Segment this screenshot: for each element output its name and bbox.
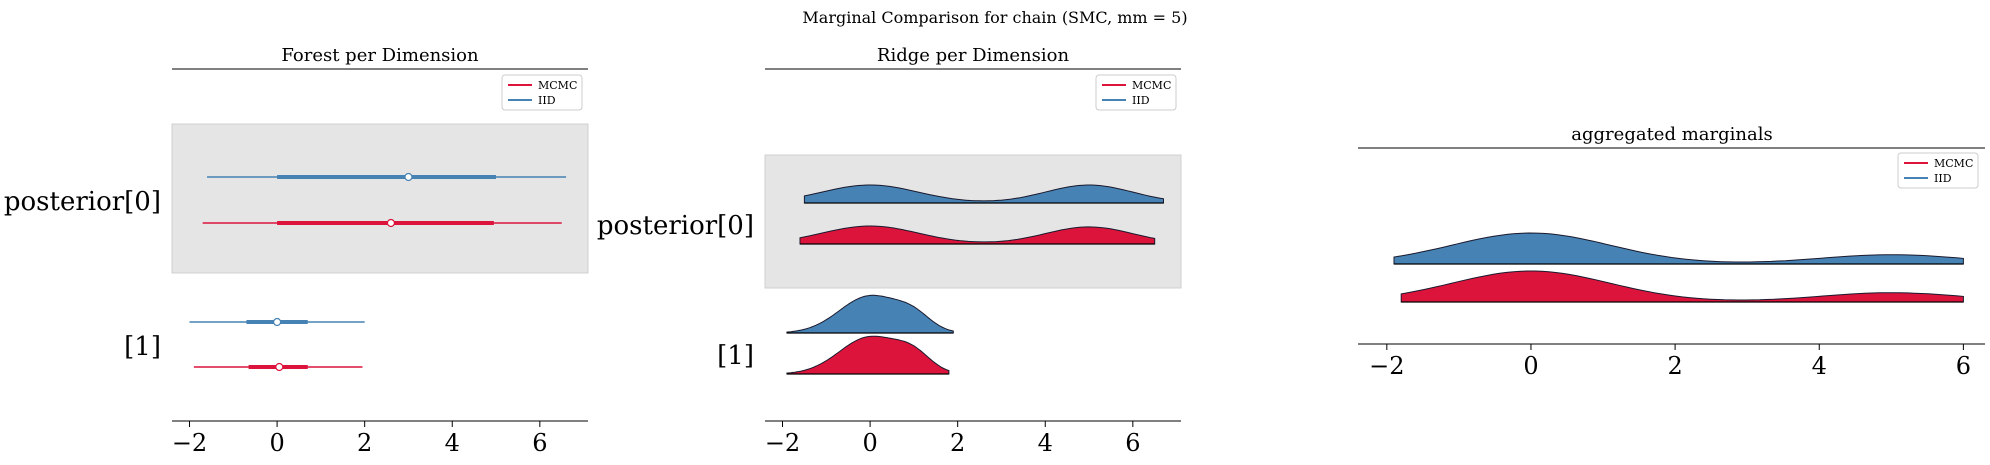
x-tick-label: 2 bbox=[950, 429, 965, 457]
legend: MCMC IID bbox=[1897, 152, 1979, 189]
legend-label-mcmc: MCMC bbox=[538, 79, 577, 92]
legend-frame bbox=[501, 74, 583, 111]
x-tick-label: 6 bbox=[1956, 352, 1971, 380]
legend-frame bbox=[1897, 152, 1979, 189]
x-ticks: −2 0 2 4 6 bbox=[1369, 344, 1971, 380]
y-label: posterior[0] bbox=[597, 211, 754, 241]
x-ticks: −2 0 2 4 6 bbox=[172, 421, 547, 457]
aggregated-marks bbox=[1393, 232, 1964, 303]
legend: MCMC IID bbox=[501, 74, 583, 111]
x-tick-label: 4 bbox=[1038, 429, 1053, 457]
legend-label-mcmc: MCMC bbox=[1934, 157, 1973, 170]
ridge-marks bbox=[764, 154, 1182, 375]
x-tick-label: −2 bbox=[1369, 352, 1404, 380]
ridge-mcmc bbox=[786, 335, 950, 375]
legend: MCMC IID bbox=[1095, 74, 1177, 111]
panel-title: Ridge per Dimension bbox=[877, 45, 1070, 66]
ridge-iid bbox=[1393, 232, 1964, 265]
median-iid bbox=[272, 317, 282, 327]
median-mcmc bbox=[275, 362, 284, 372]
y-labels: posterior[0] [1] bbox=[4, 187, 161, 362]
x-tick-label: 6 bbox=[532, 429, 547, 457]
legend-label-iid: IID bbox=[538, 94, 556, 107]
legend-label-iid: IID bbox=[1132, 94, 1150, 107]
aggregated-panel: aggregated marginals −2 0 2 4 6 MCMC IID bbox=[1358, 124, 1985, 380]
ridge-mcmc bbox=[1400, 270, 1964, 303]
ridge-iid bbox=[803, 184, 1164, 204]
forest-marks bbox=[171, 123, 589, 372]
ridge-iid bbox=[786, 294, 954, 334]
row-shade bbox=[171, 123, 589, 274]
ridge-mcmc bbox=[799, 225, 1156, 245]
y-labels: posterior[0] [1] bbox=[597, 211, 754, 371]
y-label: posterior[0] bbox=[4, 187, 161, 217]
x-ticks: −2 0 2 4 6 bbox=[765, 421, 1140, 457]
forest-panel: Forest per Dimension −2 0 2 4 6 posterior[0]… bbox=[4, 45, 589, 457]
legend-label-mcmc: MCMC bbox=[1132, 79, 1171, 92]
y-label: [1] bbox=[124, 332, 161, 362]
legend-frame bbox=[1095, 74, 1177, 111]
median-mcmc bbox=[386, 218, 396, 228]
y-label: [1] bbox=[717, 341, 754, 371]
panel-title: aggregated marginals bbox=[1571, 124, 1772, 145]
x-tick-label: −2 bbox=[765, 429, 800, 457]
x-tick-label: 4 bbox=[445, 429, 460, 457]
x-tick-label: 2 bbox=[357, 429, 372, 457]
x-tick-label: 0 bbox=[1523, 352, 1538, 380]
ridge-panel: Ridge per Dimension −2 0 2 4 6 posterior[0] [… bbox=[597, 45, 1182, 457]
x-tick-label: −2 bbox=[172, 429, 207, 457]
panel-title: Forest per Dimension bbox=[281, 45, 479, 66]
x-tick-label: 0 bbox=[862, 429, 877, 457]
x-tick-label: 2 bbox=[1667, 352, 1682, 380]
x-tick-label: 4 bbox=[1812, 352, 1827, 380]
x-tick-label: 0 bbox=[269, 429, 284, 457]
median-iid bbox=[404, 172, 413, 182]
legend-label-iid: IID bbox=[1934, 172, 1952, 185]
x-tick-label: 6 bbox=[1125, 429, 1140, 457]
suptitle: Marginal Comparison for chain (SMC, mm =… bbox=[802, 8, 1187, 27]
row-shade bbox=[764, 154, 1182, 289]
